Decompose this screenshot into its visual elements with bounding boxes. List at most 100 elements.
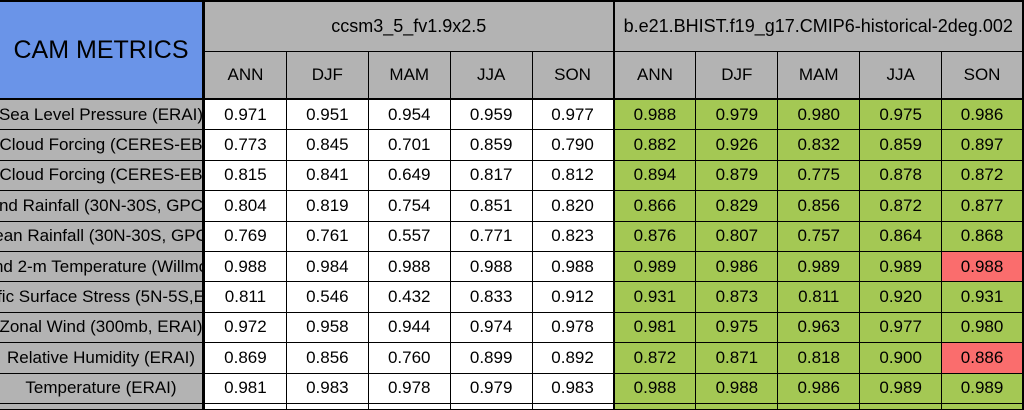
metric-value-cell: 0.986 (696, 251, 779, 283)
table-title: CAM METRICS (0, 2, 205, 100)
metric-value-cell: 0.983 (532, 373, 615, 404)
metric-value-cell: 0.984 (286, 251, 369, 283)
metric-value-cell: 0.872 (860, 191, 943, 222)
metric-value-cell: 0.829 (696, 191, 779, 222)
metric-value-cell: 0.859 (860, 130, 943, 161)
metric-value-cell: 0.869 (205, 343, 287, 374)
metric-value-cell: 0.958 (286, 312, 369, 344)
season-column-header-jja: JJA (860, 52, 943, 100)
metric-value-cell: 0.754 (368, 191, 451, 222)
metric-value-cell: 0.856 (286, 343, 369, 374)
metric-value-cell: 0.959 (450, 100, 533, 131)
partial-row-cell (532, 403, 615, 409)
metric-value-cell: 0.988 (614, 373, 697, 404)
metric-value-cell: 0.944 (368, 312, 451, 344)
metric-value-cell: 0.989 (860, 251, 943, 283)
season-column-header-ann: ANN (614, 52, 697, 100)
partial-row-cell (942, 403, 1024, 409)
partial-row-cell (286, 403, 369, 409)
metric-row-label: ean Rainfall (30N-30S, GPC (0, 221, 205, 252)
metric-value-cell: 0.832 (778, 130, 861, 161)
metric-value-cell: 0.897 (942, 130, 1024, 161)
metric-value-cell: 0.979 (450, 373, 533, 404)
metric-value-cell: 0.980 (942, 312, 1024, 344)
partial-row-cell (860, 403, 943, 409)
metric-value-cell: 0.912 (532, 282, 615, 313)
metric-value-cell: 0.812 (532, 160, 615, 192)
metric-value-cell: 0.899 (450, 343, 533, 374)
metric-value-cell: 0.977 (860, 312, 943, 344)
season-column-header-son: SON (532, 52, 615, 100)
partial-row-cell (368, 403, 451, 409)
season-column-header-djf: DJF (696, 52, 779, 100)
season-column-header-jja: JJA (450, 52, 533, 100)
metric-value-cell: 0.790 (532, 130, 615, 161)
metric-value-cell: 0.981 (614, 312, 697, 344)
metric-value-cell: 0.856 (778, 191, 861, 222)
metric-value-cell: 0.818 (778, 343, 861, 374)
season-column-header-son: SON (942, 52, 1024, 100)
metric-value-cell: 0.876 (614, 221, 697, 252)
metric-value-cell: 0.920 (860, 282, 943, 313)
metric-value-cell: 0.872 (942, 160, 1024, 192)
metric-value-cell: 0.894 (614, 160, 697, 192)
metric-value-cell: 0.978 (368, 373, 451, 404)
metric-row-label: nd Rainfall (30N-30S, GPC (0, 191, 205, 222)
metric-value-cell: 0.988 (942, 251, 1024, 283)
metric-value-cell: 0.988 (368, 251, 451, 283)
metric-value-cell: 0.859 (450, 130, 533, 161)
metric-row-label: Relative Humidity (ERAI) (0, 343, 205, 374)
metric-value-cell: 0.926 (696, 130, 779, 161)
metric-value-cell: 0.963 (778, 312, 861, 344)
metric-value-cell: 0.769 (205, 221, 287, 252)
metric-value-cell: 0.775 (778, 160, 861, 192)
metric-value-cell: 0.988 (532, 251, 615, 283)
metric-value-cell: 0.989 (942, 373, 1024, 404)
metric-value-cell: 0.649 (368, 160, 451, 192)
metric-value-cell: 0.871 (696, 343, 779, 374)
metric-value-cell: 0.951 (286, 100, 369, 131)
metric-value-cell: 0.892 (532, 343, 615, 374)
metric-value-cell: 0.974 (450, 312, 533, 344)
metric-value-cell: 0.977 (532, 100, 615, 131)
season-column-header-mam: MAM (778, 52, 861, 100)
metric-value-cell: 0.980 (778, 100, 861, 131)
metric-value-cell: 0.986 (778, 373, 861, 404)
metric-value-cell: 0.760 (368, 343, 451, 374)
metric-value-cell: 0.900 (860, 343, 943, 374)
metric-value-cell: 0.975 (860, 100, 943, 131)
model1-name-header: ccsm3_5_fv1.9x2.5 (205, 2, 615, 52)
metric-row-label: Cloud Forcing (CERES-EB (0, 160, 205, 192)
metric-value-cell: 0.866 (614, 191, 697, 222)
metric-value-cell: 0.773 (205, 130, 287, 161)
metric-value-cell: 0.878 (860, 160, 943, 192)
metric-row-label: Sea Level Pressure (ERAI) (0, 100, 205, 131)
metric-value-cell: 0.882 (614, 130, 697, 161)
metric-row-label: Cloud Forcing (CERES-EB (0, 130, 205, 161)
metric-value-cell: 0.819 (286, 191, 369, 222)
partial-row-cell (205, 403, 287, 409)
metric-value-cell: 0.877 (942, 191, 1024, 222)
metric-value-cell: 0.811 (778, 282, 861, 313)
metric-value-cell: 0.971 (205, 100, 287, 131)
partial-row-label-cell (0, 403, 205, 409)
metric-value-cell: 0.989 (614, 251, 697, 283)
season-column-header-djf: DJF (286, 52, 369, 100)
metric-value-cell: 0.815 (205, 160, 287, 192)
season-column-header-mam: MAM (368, 52, 451, 100)
metric-value-cell: 0.988 (696, 373, 779, 404)
metric-value-cell: 0.983 (286, 373, 369, 404)
metric-row-label: fic Surface Stress (5N-5S,E (0, 282, 205, 313)
metric-value-cell: 0.979 (696, 100, 779, 131)
metric-value-cell: 0.811 (205, 282, 287, 313)
metric-value-cell: 0.761 (286, 221, 369, 252)
metric-value-cell: 0.807 (696, 221, 779, 252)
metric-value-cell: 0.989 (860, 373, 943, 404)
partial-row-cell (778, 403, 861, 409)
metric-value-cell: 0.872 (614, 343, 697, 374)
metric-value-cell: 0.432 (368, 282, 451, 313)
metric-value-cell: 0.873 (696, 282, 779, 313)
metric-value-cell: 0.557 (368, 221, 451, 252)
metric-value-cell: 0.864 (860, 221, 943, 252)
